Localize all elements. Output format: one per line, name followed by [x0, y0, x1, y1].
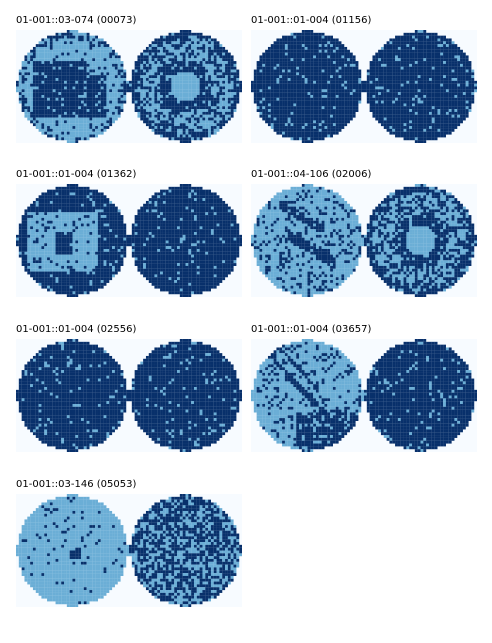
wafer-panel: 01-001::01-004 (01362) — [16, 168, 244, 298]
panel-label: 01-001::03-074 (00073) — [16, 15, 137, 26]
wafer-panel: 01-001::03-146 (05053) — [16, 478, 244, 608]
panel-label: 01-001::01-004 (01156) — [251, 15, 372, 26]
wafer-pair — [16, 184, 242, 297]
panel-label: 01-001::03-146 (05053) — [16, 479, 137, 490]
wafer-map-right — [129, 30, 242, 143]
wafer-pair — [16, 30, 242, 143]
wafer-map-left — [16, 184, 129, 297]
wafer-map-right — [364, 184, 477, 297]
wafer-map-left — [251, 184, 364, 297]
wafer-pair — [16, 494, 242, 607]
wafer-panel: 01-001::01-004 (02556) — [16, 323, 244, 453]
wafer-pair — [16, 339, 242, 452]
wafer-map-right — [129, 494, 242, 607]
wafer-map-right — [364, 339, 477, 452]
wafer-panel: 01-001::01-004 (03657) — [251, 323, 479, 453]
wafer-map-left — [251, 339, 364, 452]
wafer-map-right — [129, 339, 242, 452]
panel-label: 01-001::01-004 (02556) — [16, 324, 137, 335]
panel-label: 01-001::04-106 (02006) — [251, 169, 372, 180]
wafer-pair — [251, 30, 477, 143]
wafer-map-left — [16, 494, 129, 607]
wafer-panel: 01-001::01-004 (01156) — [251, 14, 479, 144]
wafer-panel: 01-001::04-106 (02006) — [251, 168, 479, 298]
wafer-map-left — [16, 30, 129, 143]
panel-label: 01-001::01-004 (01362) — [16, 169, 137, 180]
wafer-map-left — [251, 30, 364, 143]
panel-label: 01-001::01-004 (03657) — [251, 324, 372, 335]
wafer-map-left — [16, 339, 129, 452]
wafer-pair — [251, 184, 477, 297]
wafer-map-right — [364, 30, 477, 143]
wafer-map-right — [129, 184, 242, 297]
wafer-pair — [251, 339, 477, 452]
wafer-panel: 01-001::03-074 (00073) — [16, 14, 244, 144]
